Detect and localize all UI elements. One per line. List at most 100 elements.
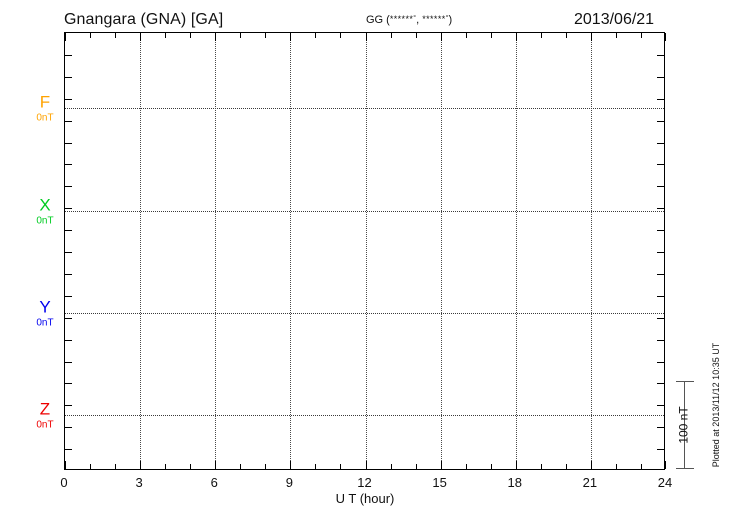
y-tick-l-12	[65, 295, 72, 297]
component-letter-f: F	[39, 92, 51, 112]
y-tick-l-18	[65, 427, 72, 429]
x-tick-minor-19	[540, 464, 542, 469]
x-tick-major-9	[290, 461, 292, 469]
x-tick-label-18: 18	[507, 475, 522, 490]
y-tick-r-7	[657, 186, 664, 188]
geographic-coordinates: GG (******°, ******°)	[366, 14, 452, 26]
x-tick-major-21	[590, 33, 592, 41]
y-tick-l-7	[65, 186, 72, 188]
y-tick-l-6	[65, 164, 72, 166]
x-tick-major-24	[665, 461, 666, 469]
gridline-vertical-15	[440, 33, 442, 469]
baseline-y	[65, 313, 664, 315]
x-tick-minor-11	[340, 464, 342, 469]
y-tick-l-14	[65, 339, 72, 341]
x-tick-label-6: 6	[210, 475, 218, 490]
x-tick-major-0	[65, 33, 66, 41]
gridline-vertical-9	[290, 33, 292, 469]
scale-bar	[676, 381, 694, 469]
x-tick-major-9	[290, 33, 292, 41]
x-tick-minor-17	[490, 33, 492, 38]
component-letter-y: Y	[39, 297, 51, 317]
y-tick-r-9	[657, 230, 664, 232]
y-tick-r-6	[657, 164, 664, 166]
plot-frame	[64, 32, 666, 470]
component-baseline-x: 0nT	[36, 215, 54, 227]
y-tick-r-8	[657, 208, 664, 210]
x-tick-minor-8	[265, 33, 267, 38]
x-tick-minor-10	[315, 33, 317, 38]
x-tick-minor-14	[415, 464, 417, 469]
x-tick-minor-7	[240, 33, 242, 38]
x-tick-major-6	[215, 33, 217, 41]
x-tick-minor-14	[415, 33, 417, 38]
coord-longitude-masked: ******	[422, 14, 446, 24]
component-label-y: Y 0nT	[28, 299, 62, 330]
y-tick-l-10	[65, 252, 72, 253]
y-tick-r-2	[657, 76, 664, 78]
x-tick-minor-2	[115, 464, 117, 469]
y-tick-r-13	[657, 317, 664, 319]
x-tick-major-18	[515, 33, 517, 41]
scale-bar-label-text: 100 nT	[677, 406, 692, 444]
component-letter-x: X	[39, 195, 51, 215]
x-tick-major-18	[515, 461, 517, 469]
gridline-vertical-21	[590, 33, 592, 469]
baseline-x	[65, 210, 664, 212]
y-tick-l-2	[65, 76, 72, 78]
y-tick-r-14	[657, 339, 664, 341]
x-tick-minor-23	[640, 464, 642, 469]
component-label-f: F 0nT	[28, 94, 62, 125]
x-tick-major-3	[140, 461, 142, 469]
x-tick-label-21: 21	[582, 475, 598, 490]
gridline-vertical-18	[515, 33, 517, 469]
y-tick-l-17	[65, 405, 72, 407]
gridline-vertical-12	[365, 33, 367, 469]
x-tick-minor-19	[540, 33, 542, 38]
x-tick-minor-13	[390, 464, 392, 469]
y-tick-l-5	[65, 142, 72, 144]
x-tick-minor-4	[165, 464, 167, 469]
y-tick-l-16	[65, 383, 72, 385]
y-tick-l-8	[65, 208, 72, 210]
x-tick-minor-8	[265, 464, 267, 469]
x-tick-minor-17	[490, 464, 492, 469]
x-tick-major-12	[365, 33, 367, 41]
x-tick-minor-22	[615, 33, 617, 38]
x-tick-minor-1	[90, 33, 92, 38]
coord-longitude-degree-sign: °	[445, 15, 449, 22]
y-tick-l-13	[65, 317, 72, 319]
y-tick-l-19	[65, 449, 72, 451]
x-tick-minor-22	[615, 464, 617, 469]
component-label-z: Z 0nT	[28, 401, 62, 432]
x-tick-minor-1	[90, 464, 92, 469]
y-tick-r-10	[657, 252, 664, 253]
component-baseline-y: 0nT	[36, 317, 54, 329]
x-tick-minor-13	[390, 33, 392, 38]
y-tick-r-15	[657, 361, 664, 363]
component-letter-z: Z	[39, 399, 51, 419]
x-tick-minor-5	[190, 464, 192, 469]
x-tick-minor-23	[640, 33, 642, 38]
x-tick-minor-4	[165, 33, 167, 38]
x-tick-label-3: 3	[135, 475, 143, 490]
component-baseline-f: 0nT	[36, 112, 54, 124]
y-tick-r-3	[657, 98, 664, 100]
x-tick-minor-16	[465, 464, 467, 469]
y-tick-r-4	[657, 120, 664, 122]
x-tick-label-9: 9	[285, 475, 293, 490]
x-tick-minor-2	[115, 33, 117, 38]
y-tick-l-9	[65, 230, 72, 232]
y-tick-l-3	[65, 98, 72, 100]
component-label-x: X 0nT	[28, 196, 62, 227]
x-tick-major-21	[590, 461, 592, 469]
coord-latitude-degree-sign: °	[413, 15, 417, 22]
x-tick-label-24: 24	[657, 475, 673, 490]
scale-bar-line	[684, 381, 686, 469]
x-tick-major-15	[440, 461, 442, 469]
y-tick-l-15	[65, 361, 72, 363]
scale-bar-bottom-cap	[676, 467, 694, 469]
gridline-vertical-6	[215, 33, 217, 469]
x-tick-minor-7	[240, 464, 242, 469]
